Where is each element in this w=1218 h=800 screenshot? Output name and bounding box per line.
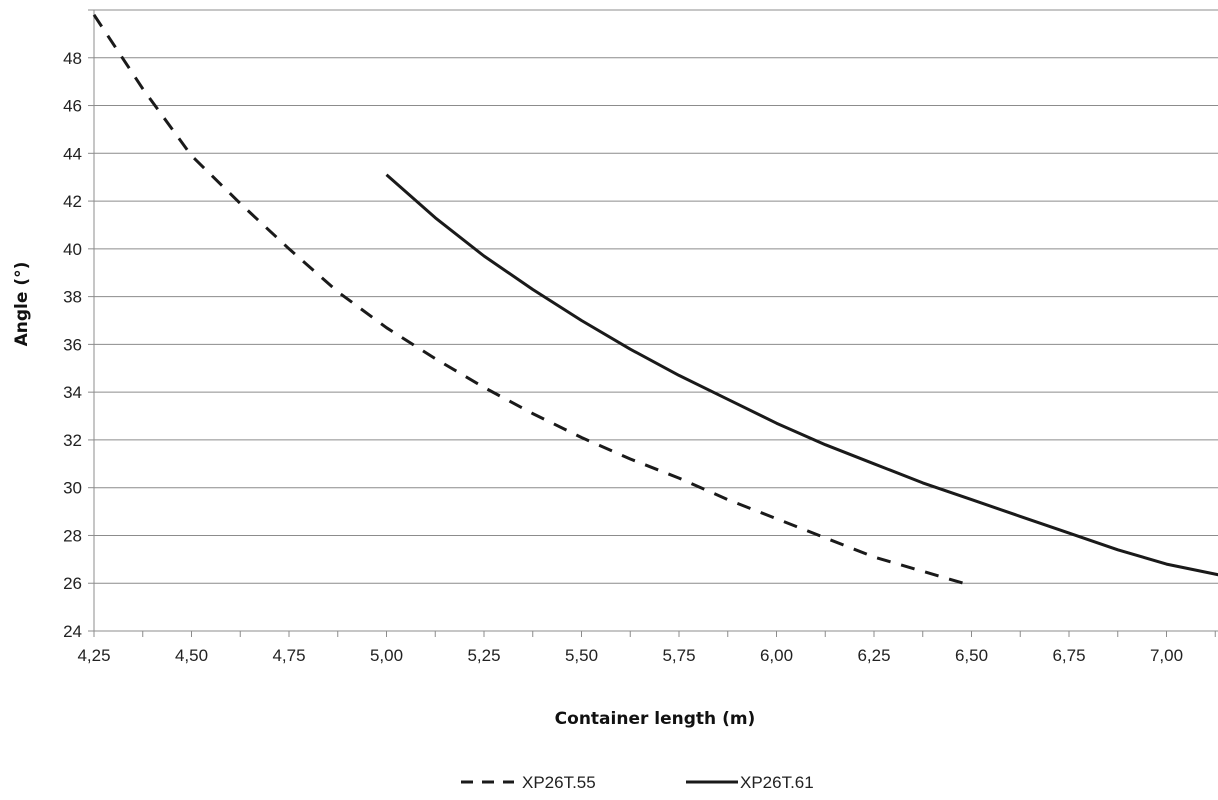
legend: XP26T.55 XP26T.61: [461, 773, 814, 792]
x-tick-label: 4,25: [77, 646, 110, 665]
series-line-xp26t55: [92, 13, 972, 588]
y-tick-label: 46: [63, 97, 82, 116]
legend-label-xp26t61: XP26T.61: [740, 773, 814, 792]
x-tick-label: 6,50: [955, 646, 988, 665]
tick-labels: 4,25 4,50 4,75 5,00 5,25 5,50 5,75 6,00 6,25 6,50…: [63, 49, 1183, 665]
x-tick-label: 5,50: [565, 646, 598, 665]
gridlines: [94, 9, 1218, 584]
y-axis-title: Angle (°): [12, 262, 32, 347]
axes: [88, 9, 1218, 637]
x-tick-label: 6,75: [1052, 646, 1085, 665]
y-tick-label: 30: [63, 479, 82, 498]
x-tick-label: 7,00: [1150, 646, 1183, 665]
x-tick-label: 4,50: [175, 646, 208, 665]
x-tick-label: 5,00: [370, 646, 403, 665]
y-tick-label: 44: [63, 144, 82, 163]
y-tick-label: 42: [63, 192, 82, 211]
y-tick-label: 26: [63, 574, 82, 593]
y-tick-label: 38: [63, 288, 82, 307]
y-tick-label: 28: [63, 526, 82, 545]
y-tick-label: 48: [63, 49, 82, 68]
y-tick-label: 40: [63, 240, 82, 259]
x-tick-label: 6,25: [857, 646, 890, 665]
y-tick-label: 34: [63, 383, 82, 402]
series-line-xp26t61: [385, 173, 1218, 577]
y-tick-label: 24: [63, 622, 82, 641]
legend-label-xp26t55: XP26T.55: [522, 773, 596, 792]
y-tick-label: 32: [63, 431, 82, 450]
series-lines: [92, 13, 1218, 588]
x-tick-label: 5,75: [662, 646, 695, 665]
y-tick-label: 36: [63, 335, 82, 354]
x-tick-label: 4,75: [272, 646, 305, 665]
x-axis-title: Container length (m): [555, 709, 756, 729]
x-tick-label: 6,00: [760, 646, 793, 665]
x-tick-label: 5,25: [467, 646, 500, 665]
